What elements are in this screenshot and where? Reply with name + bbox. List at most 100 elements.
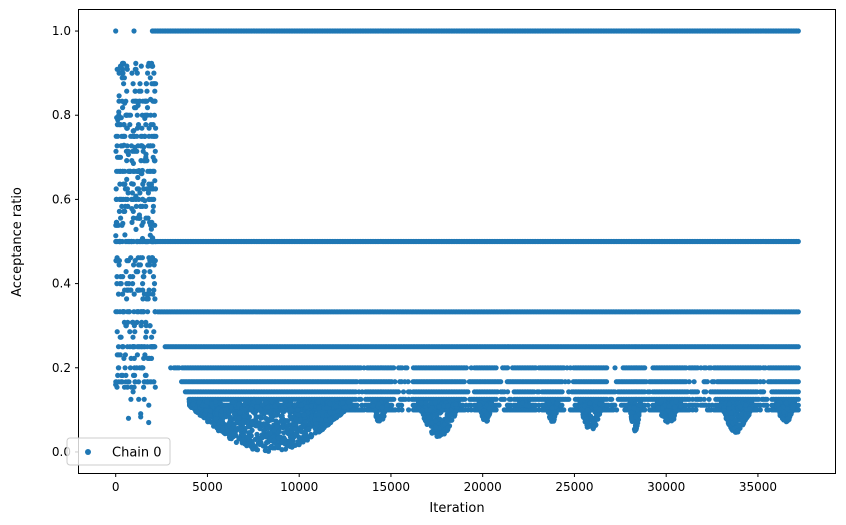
- data-point: [117, 238, 123, 245]
- data-point: [120, 274, 126, 280]
- data-point: [122, 287, 128, 293]
- data-point: [129, 344, 136, 350]
- data-point: [139, 365, 145, 371]
- data-point: [134, 344, 141, 350]
- data-point: [131, 291, 137, 297]
- data-point: [113, 233, 119, 239]
- data-point: [130, 372, 137, 378]
- data-point: [128, 355, 134, 361]
- data-point: [114, 329, 120, 335]
- data-point: [124, 296, 130, 302]
- data-point: [113, 148, 119, 154]
- data-point: [131, 133, 137, 139]
- data-point: [120, 309, 126, 315]
- data-point: [121, 181, 127, 187]
- data-point: [268, 444, 274, 450]
- data-point: [706, 396, 712, 402]
- data-point: [686, 379, 692, 385]
- data-point: [133, 269, 139, 275]
- data-point: [136, 262, 142, 268]
- data-point: [147, 269, 153, 275]
- data-point: [152, 98, 158, 104]
- data-point: [134, 319, 140, 325]
- data-point: [145, 379, 151, 385]
- data-point: [795, 379, 801, 385]
- data-point: [114, 274, 120, 280]
- data-point: [113, 186, 119, 192]
- data-point: [144, 105, 151, 111]
- data-point: [114, 168, 120, 174]
- data-point: [130, 281, 136, 287]
- data-point: [152, 148, 158, 154]
- data-point: [125, 415, 132, 421]
- data-point: [139, 222, 145, 228]
- data-point: [138, 63, 144, 69]
- data-point: [135, 309, 141, 315]
- data-point: [147, 75, 153, 81]
- data-point: [151, 329, 157, 335]
- data-point: [114, 352, 120, 358]
- data-point: [127, 122, 133, 128]
- data-point: [125, 203, 131, 209]
- data-point: [703, 389, 709, 395]
- data-point: [115, 372, 121, 378]
- data-point: [150, 344, 156, 350]
- data-point: [152, 296, 158, 302]
- data-point: [128, 255, 134, 261]
- data-point: [392, 379, 398, 385]
- data-point: [498, 379, 504, 385]
- data-point: [114, 219, 120, 225]
- data-point: [795, 28, 801, 34]
- data-point: [145, 262, 151, 268]
- data-point: [795, 407, 801, 413]
- data-point: [134, 112, 140, 118]
- data-point: [124, 88, 130, 94]
- data-point: [128, 143, 135, 149]
- data-point: [142, 133, 148, 139]
- data-point: [143, 334, 149, 340]
- data-point: [116, 258, 122, 264]
- data-point: [140, 281, 146, 287]
- data-point: [134, 186, 140, 192]
- data-point: [146, 287, 152, 293]
- data-point: [141, 269, 147, 275]
- data-point: [130, 334, 136, 340]
- data-point: [505, 365, 511, 371]
- data-point: [505, 389, 511, 395]
- data-point: [127, 365, 133, 371]
- data-point: [115, 365, 121, 371]
- data-point: [614, 407, 620, 413]
- data-point: [146, 419, 152, 426]
- data-point: [152, 88, 158, 94]
- data-point: [461, 379, 467, 385]
- data-point: [134, 352, 140, 358]
- data-point: [114, 122, 120, 128]
- data-point: [405, 379, 411, 385]
- data-point: [121, 81, 127, 87]
- data-point: [130, 274, 136, 280]
- data-point: [128, 287, 134, 293]
- data-point: [119, 203, 125, 209]
- data-point: [395, 389, 402, 395]
- data-point: [604, 365, 610, 371]
- data-point: [501, 396, 507, 402]
- data-point: [133, 66, 139, 72]
- data-point: [399, 407, 405, 413]
- data-point: [391, 365, 397, 371]
- data-point: [119, 222, 125, 228]
- data-point: [141, 178, 147, 184]
- data-point: [151, 168, 157, 174]
- data-point: [795, 309, 801, 315]
- data-point: [566, 396, 572, 402]
- data-point: [150, 238, 157, 245]
- data-point: [138, 170, 144, 176]
- data-point: [642, 407, 648, 413]
- data-point: [119, 344, 125, 350]
- data-point: [358, 396, 364, 402]
- data-point: [354, 402, 360, 408]
- data-point: [143, 329, 149, 335]
- data-point: [146, 402, 152, 408]
- data-point: [122, 365, 128, 371]
- data-point: [138, 411, 144, 417]
- data-point: [136, 88, 142, 94]
